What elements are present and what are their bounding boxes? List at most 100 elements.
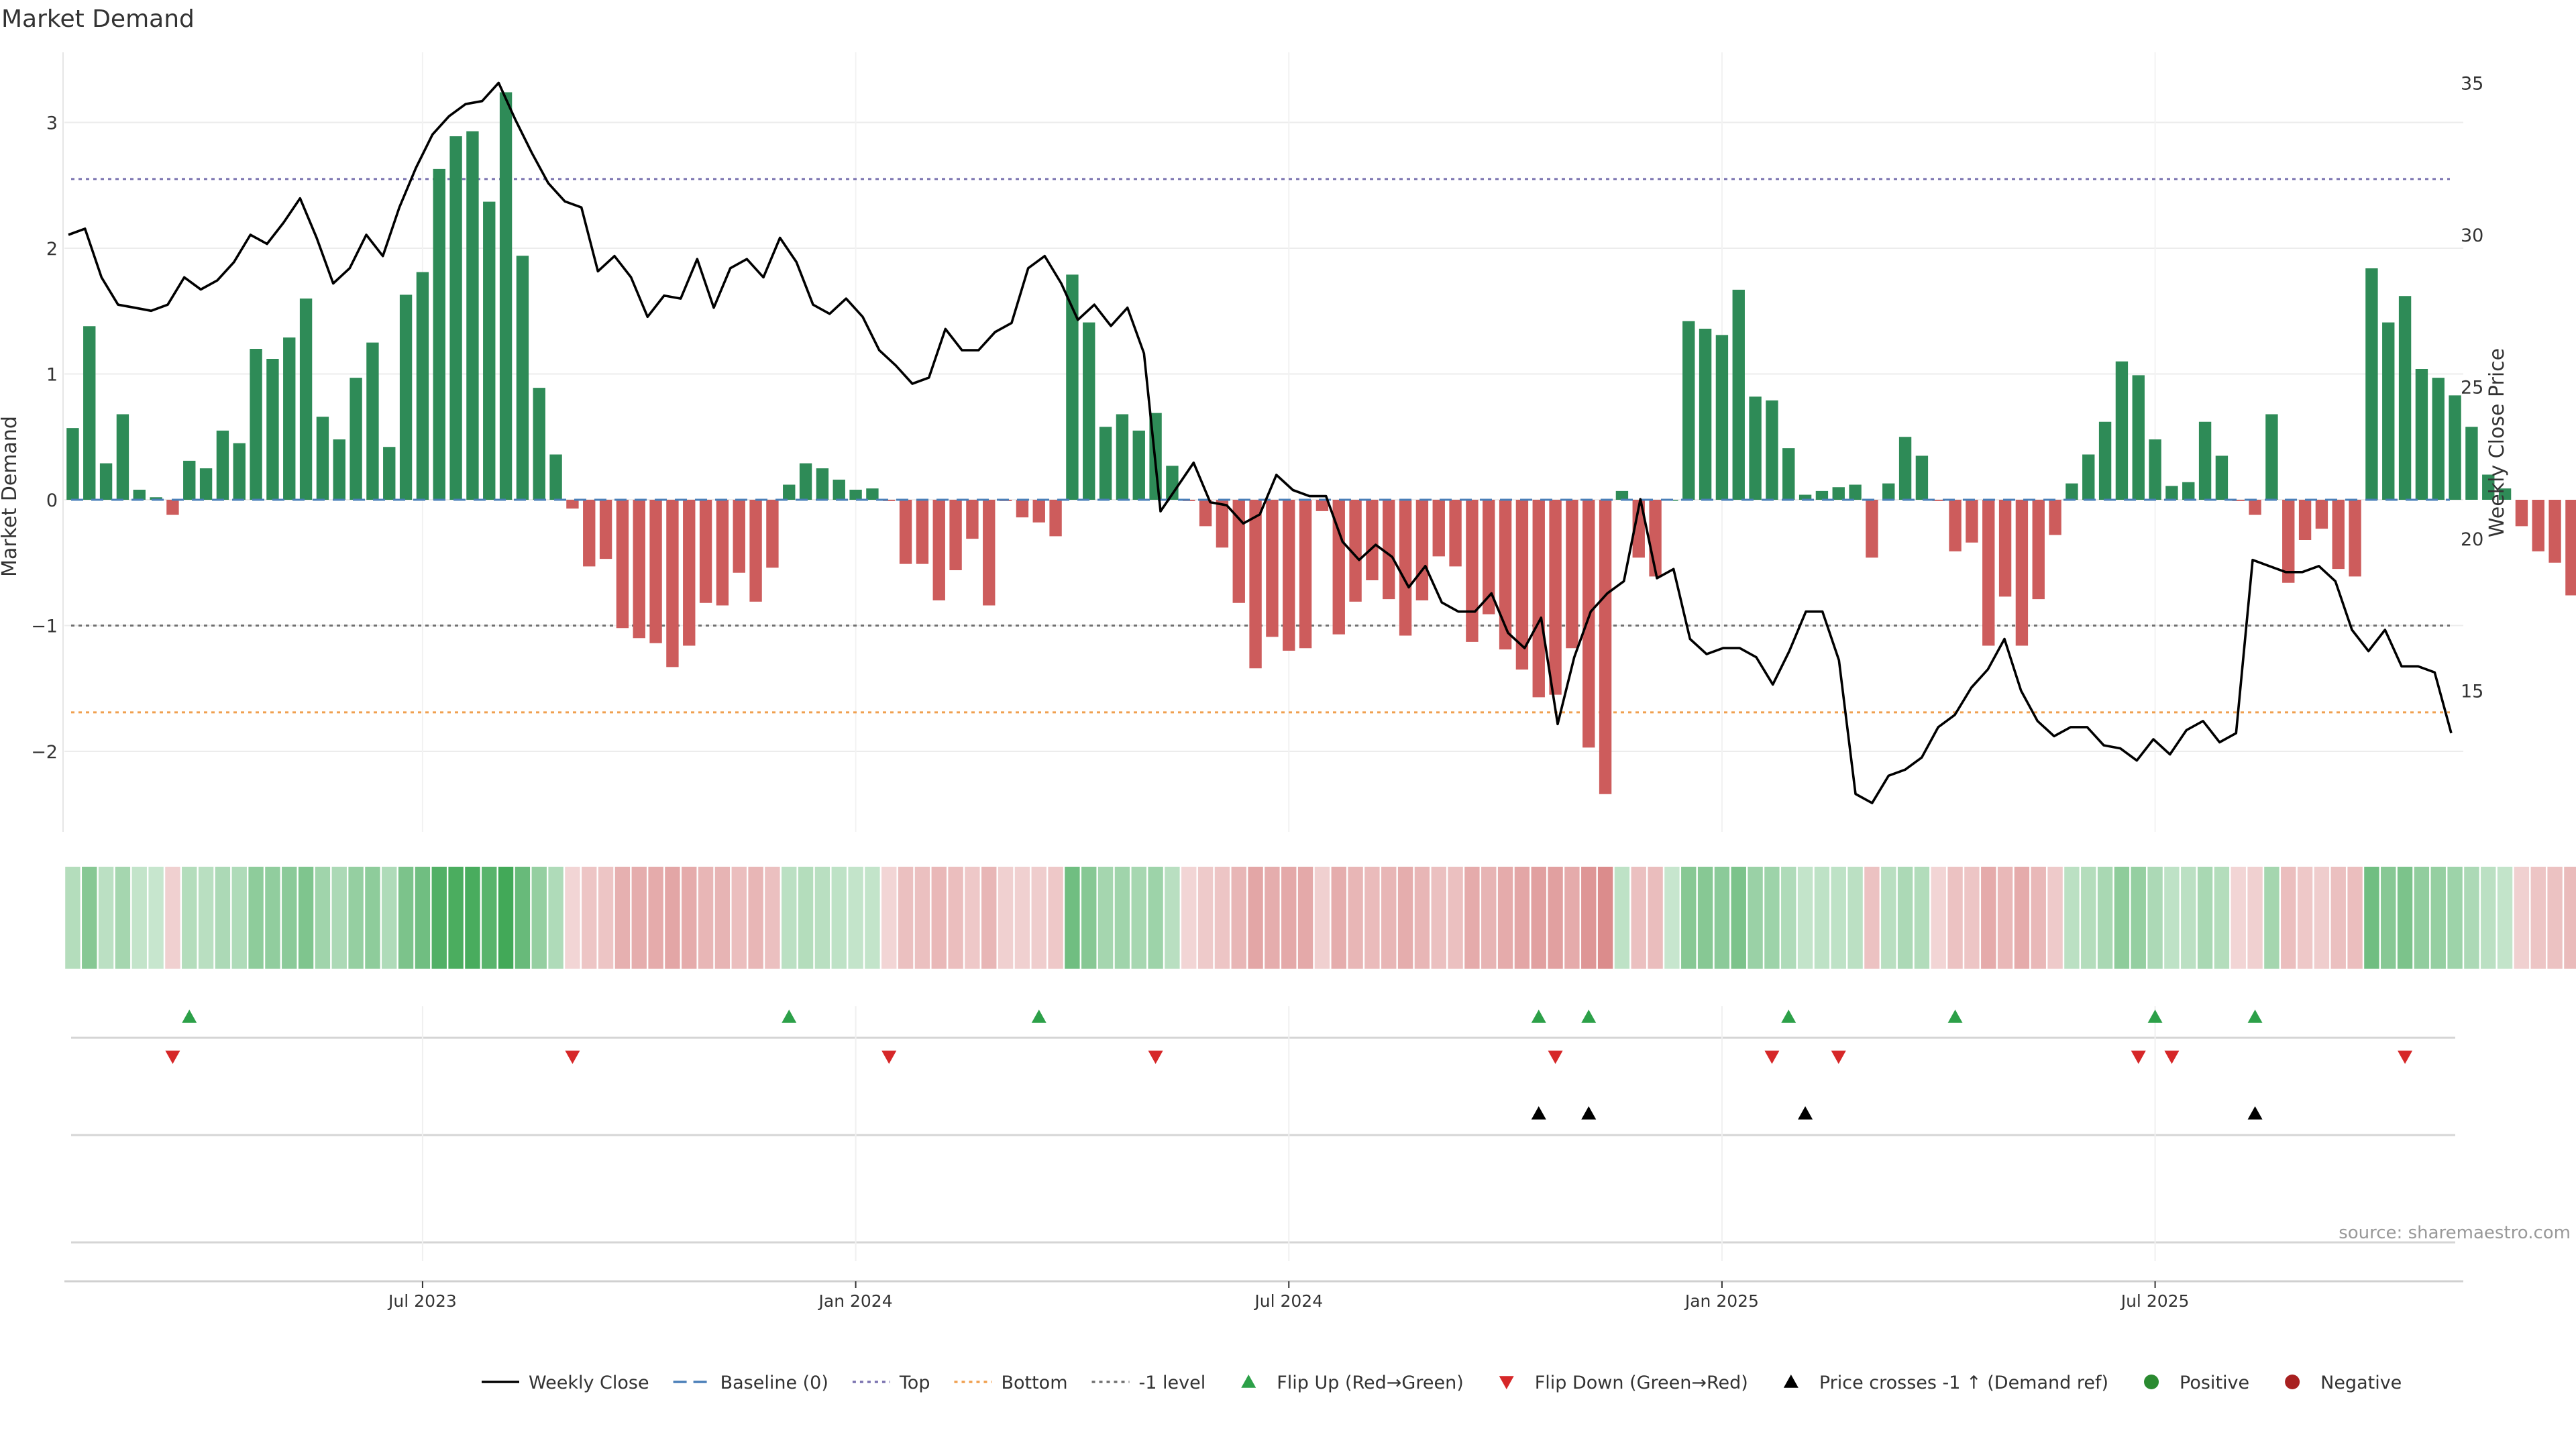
demand-bar-negative bbox=[1566, 500, 1578, 649]
demand-bar-positive bbox=[2498, 488, 2512, 500]
demand-bar-positive bbox=[1849, 484, 1862, 500]
colorbar-cell bbox=[2397, 867, 2413, 969]
demand-bar-positive bbox=[133, 490, 146, 500]
colorbar-cell bbox=[881, 867, 897, 969]
colorbar-cell bbox=[2147, 867, 2163, 969]
demand-bars bbox=[66, 92, 2576, 794]
colorbar-cell bbox=[2247, 867, 2263, 969]
colorbar-cell bbox=[782, 867, 797, 969]
colorbar-cell bbox=[1131, 867, 1146, 969]
colorbar-cell bbox=[1864, 867, 1880, 969]
demand-bar-positive bbox=[66, 428, 79, 500]
flip-down-marker bbox=[1764, 1051, 1780, 1064]
colorbar-cell bbox=[215, 867, 231, 969]
demand-bar-negative bbox=[1366, 500, 1379, 580]
colorbar-cell bbox=[82, 867, 97, 969]
legend-label: Baseline (0) bbox=[720, 1373, 828, 1393]
flip-up-marker bbox=[2147, 1010, 2163, 1023]
colorbar-cell bbox=[598, 867, 614, 969]
flip-down-markers bbox=[165, 1051, 2413, 1064]
colorbar-cell bbox=[1697, 867, 1713, 969]
legend-swatch-triangle-up bbox=[1241, 1375, 1256, 1388]
demand-intensity-colorbar bbox=[65, 867, 2576, 969]
colorbar-cell bbox=[1364, 867, 1380, 969]
demand-bar-positive bbox=[1715, 335, 1729, 500]
colorbar-cell bbox=[1947, 867, 1963, 969]
demand-bar-positive bbox=[233, 443, 246, 500]
colorbar-cell bbox=[2031, 867, 2046, 969]
demand-bar-negative bbox=[1515, 500, 1529, 670]
colorbar-cell bbox=[2547, 867, 2563, 969]
colorbar-cell bbox=[1248, 867, 1263, 969]
demand-bar-negative bbox=[1483, 500, 1495, 614]
weekly-close-line bbox=[68, 81, 2453, 804]
demand-bar-positive bbox=[199, 468, 213, 500]
colorbar-cell bbox=[1214, 867, 1230, 969]
colorbar-cell bbox=[1714, 867, 1730, 969]
legend-label: Flip Down (Green→Red) bbox=[1535, 1373, 1748, 1393]
colorbar-cell bbox=[1097, 867, 1114, 969]
demand-bar-negative bbox=[599, 500, 612, 559]
colorbar-cell bbox=[931, 867, 947, 969]
colorbar-cell bbox=[115, 867, 131, 969]
demand-bar-negative bbox=[566, 500, 579, 509]
colorbar-cell bbox=[131, 867, 147, 969]
demand-bar-negative bbox=[666, 500, 679, 667]
demand-bar-positive bbox=[849, 490, 862, 500]
demand-bar-negative bbox=[749, 500, 762, 602]
demand-bar-positive bbox=[2198, 421, 2212, 500]
y2-tick-label: 15 bbox=[2461, 682, 2483, 702]
colorbar-cell bbox=[2514, 867, 2530, 969]
demand-bar-negative bbox=[1549, 500, 1562, 695]
demand-bar-negative bbox=[1532, 500, 1545, 698]
colorbar-cell bbox=[1931, 867, 1946, 969]
demand-bar-positive bbox=[2432, 378, 2445, 500]
colorbar-cell bbox=[1014, 867, 1030, 969]
flip-down-marker bbox=[1831, 1051, 1846, 1064]
demand-bar-negative bbox=[166, 500, 179, 515]
colorbar-cell bbox=[398, 867, 414, 969]
demand-bar-negative bbox=[916, 500, 929, 564]
demand-bar-negative bbox=[633, 500, 645, 639]
colorbar-cell bbox=[2281, 867, 2296, 969]
colorbar-cell bbox=[965, 867, 980, 969]
demand-bar-positive bbox=[2398, 296, 2412, 500]
colorbar-cell bbox=[1731, 867, 1746, 969]
colorbar-cell bbox=[981, 867, 997, 969]
legend-label: Negative bbox=[2320, 1373, 2402, 1393]
colorbar-cell bbox=[1281, 867, 1297, 969]
colorbar-cell bbox=[765, 867, 780, 969]
colorbar-cell bbox=[2530, 867, 2546, 969]
colorbar-cell bbox=[348, 867, 364, 969]
demand-bar-negative bbox=[1582, 500, 1595, 748]
demand-bar-negative bbox=[1499, 500, 1512, 650]
colorbar-cell bbox=[848, 867, 863, 969]
y-tick-label: −1 bbox=[31, 616, 58, 637]
demand-bar-positive bbox=[533, 388, 545, 500]
demand-bar-negative bbox=[1599, 500, 1612, 794]
demand-bar-negative bbox=[2032, 500, 2045, 600]
demand-bar-positive bbox=[2465, 427, 2478, 500]
colorbar-cell bbox=[448, 867, 464, 969]
colorbar-cell bbox=[1297, 867, 1313, 969]
colorbar-cell bbox=[431, 867, 447, 969]
colorbar-cell bbox=[382, 867, 397, 969]
demand-bar-negative bbox=[1032, 500, 1045, 523]
x-tick-label: Jul 2024 bbox=[1253, 1291, 1323, 1311]
colorbar-cell bbox=[1065, 867, 1080, 969]
colorbar-cell bbox=[1814, 867, 1830, 969]
right-y-axis: 35 30 25 20 15 bbox=[2461, 74, 2483, 702]
colorbar-cell bbox=[2464, 867, 2479, 969]
demand-bar-negative bbox=[2298, 500, 2312, 540]
demand-bar-negative bbox=[1299, 500, 1312, 649]
legend-label: Price crosses -1 ↑ (Demand ref) bbox=[1819, 1373, 2108, 1393]
demand-bar-positive bbox=[466, 131, 479, 500]
demand-bar-positive bbox=[366, 342, 379, 500]
price-cross-marker bbox=[1531, 1106, 1546, 1120]
colorbar-cell bbox=[1648, 867, 1663, 969]
flip-up-marker bbox=[1531, 1010, 1546, 1023]
demand-bar-negative bbox=[1349, 500, 1362, 602]
demand-bar-positive bbox=[499, 92, 513, 500]
demand-bar-positive bbox=[83, 326, 96, 500]
